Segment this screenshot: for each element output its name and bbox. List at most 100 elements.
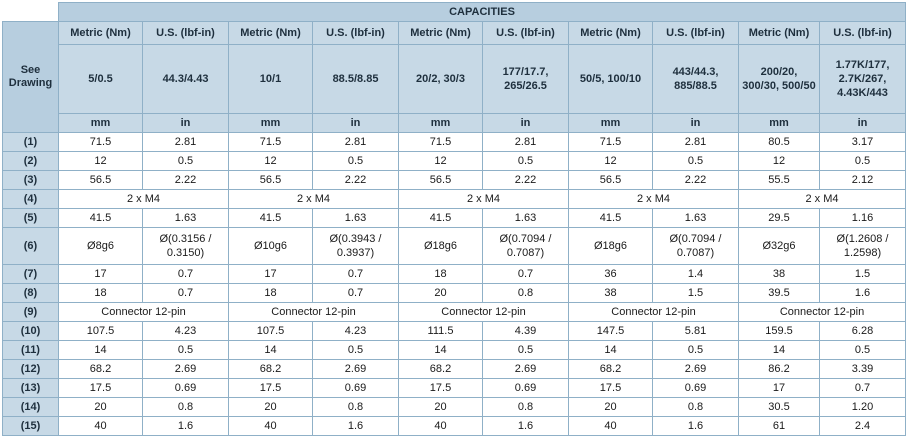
us-cell: 1.4	[652, 264, 739, 284]
table-row: (11) 14 0.5 14 0.5 14 0.5 14 0.5 14 0.5	[2, 340, 907, 360]
row-label: (9)	[2, 302, 59, 322]
us-unit: in	[482, 113, 569, 133]
us-cell: 2.69	[482, 359, 569, 379]
row-label: (13)	[2, 378, 59, 398]
metric-cell: 14	[228, 340, 313, 360]
us-cell: 3.17	[818, 132, 907, 152]
metric-cell: 40	[568, 416, 653, 436]
metric-cell: 56.5	[58, 170, 143, 190]
table-row: (14) 20 0.8 20 0.8 20 0.8 20 0.8 30.5 1.20	[2, 397, 907, 417]
metric-cell: 14	[568, 340, 653, 360]
metric-cell: 12	[58, 151, 143, 171]
merged-cell: Connector 12-pin	[228, 302, 399, 322]
row-label: (11)	[2, 340, 59, 360]
table-row: (7) 17 0.7 17 0.7 18 0.7 36 1.4 38 1.5	[2, 264, 907, 284]
table-row: (12) 68.2 2.69 68.2 2.69 68.2 2.69 68.2 2.69 86.2…	[2, 359, 907, 379]
metric-cell: 41.5	[568, 208, 653, 228]
metric-cell: 40	[398, 416, 483, 436]
metric-cell: 107.5	[58, 321, 143, 341]
table-row: (5) 41.5 1.63 41.5 1.63 41.5 1.63 41.5 1.63 29.5 1…	[2, 208, 907, 228]
metric-cell: 86.2	[738, 359, 820, 379]
us-cell: 2.12	[818, 170, 907, 190]
see-drawing-header: See Drawing	[2, 21, 59, 133]
metric-cell: 17.5	[398, 378, 483, 398]
metric-cell: 12	[738, 151, 820, 171]
merged-cell: 2 x M4	[398, 189, 569, 209]
us-cell: 0.7	[312, 264, 399, 284]
metric-cell: 39.5	[738, 283, 820, 303]
metric-cell: 20	[58, 397, 143, 417]
metric-cell: 36	[568, 264, 653, 284]
merged-cell: Connector 12-pin	[58, 302, 229, 322]
row-label: (2)	[2, 151, 59, 171]
row-label: (8)	[2, 283, 59, 303]
metric-cell: 18	[398, 264, 483, 284]
metric-cell: 40	[58, 416, 143, 436]
us-cell: 2.22	[312, 170, 399, 190]
metric-cell: 12	[568, 151, 653, 171]
metric-cell: 29.5	[738, 208, 820, 228]
us-capacity: 44.3/4.43	[142, 44, 229, 114]
us-cell: 0.5	[818, 151, 907, 171]
us-cell: 1.5	[652, 283, 739, 303]
metric-cell: 80.5	[738, 132, 820, 152]
us-cell: 0.5	[142, 151, 229, 171]
us-header: U.S. (lbf-in)	[652, 21, 739, 45]
row-label: (1)	[2, 132, 59, 152]
table-body: (1) 71.5 2.81 71.5 2.81 71.5 2.81 71.5 2.81 80.5 3…	[2, 132, 907, 436]
us-cell: 4.39	[482, 321, 569, 341]
metric-capacity: 5/0.5	[58, 44, 143, 114]
us-cell: 1.6	[142, 416, 229, 436]
merged-cell: 2 x M4	[58, 189, 229, 209]
us-cell: 0.5	[482, 340, 569, 360]
metric-unit: mm	[738, 113, 820, 133]
metric-cell: 20	[398, 283, 483, 303]
row-label: (10)	[2, 321, 59, 341]
metric-cell: 38	[568, 283, 653, 303]
metric-cell: 111.5	[398, 321, 483, 341]
table-row: (15) 40 1.6 40 1.6 40 1.6 40 1.6 61 2.4	[2, 416, 907, 436]
metric-cell: 68.2	[568, 359, 653, 379]
us-cell: 1.6	[652, 416, 739, 436]
us-unit: in	[142, 113, 229, 133]
metric-cell: 71.5	[568, 132, 653, 152]
metric-capacity: 20/2, 30/3	[398, 44, 483, 114]
table-row: (13) 17.5 0.69 17.5 0.69 17.5 0.69 17.5 0.69 17 0.…	[2, 378, 907, 398]
us-cell: 1.6	[482, 416, 569, 436]
row-label: (4)	[2, 189, 59, 209]
us-cell: 2.69	[652, 359, 739, 379]
table-row: (8) 18 0.7 18 0.7 20 0.8 38 1.5 39.5 1.6	[2, 283, 907, 303]
us-cell: Ø(0.7094 / 0.7087)	[482, 227, 569, 265]
us-cell: 4.23	[142, 321, 229, 341]
us-cell: 2.81	[652, 132, 739, 152]
us-cell: 0.69	[312, 378, 399, 398]
metric-cell: 41.5	[398, 208, 483, 228]
us-cell: 0.8	[482, 397, 569, 417]
us-cell: 2.22	[142, 170, 229, 190]
us-cell: 2.81	[312, 132, 399, 152]
metric-cell: 55.5	[738, 170, 820, 190]
us-cell: 2.22	[482, 170, 569, 190]
us-cell: 1.20	[818, 397, 907, 417]
us-unit: in	[652, 113, 739, 133]
metric-cell: 56.5	[398, 170, 483, 190]
metric-cell: 61	[738, 416, 820, 436]
us-cell: 1.6	[312, 416, 399, 436]
row-label: (14)	[2, 397, 59, 417]
us-cell: 0.8	[482, 283, 569, 303]
merged-cell: Connector 12-pin	[568, 302, 739, 322]
metric-cell: 17.5	[58, 378, 143, 398]
corner-blank	[2, 2, 59, 22]
table-row: (9) Connector 12-pin Connector 12-pin Conne…	[2, 302, 907, 322]
row-label: (7)	[2, 264, 59, 284]
us-header: U.S. (lbf-in)	[312, 21, 399, 45]
metric-cell: 17.5	[228, 378, 313, 398]
merged-cell: Connector 12-pin	[398, 302, 569, 322]
metric-cell: 20	[398, 397, 483, 417]
metric-cell: 30.5	[738, 397, 820, 417]
us-cell: Ø(0.3943 / 0.3937)	[312, 227, 399, 265]
metric-cell: 56.5	[568, 170, 653, 190]
us-header: U.S. (lbf-in)	[482, 21, 569, 45]
metric-unit: mm	[398, 113, 483, 133]
